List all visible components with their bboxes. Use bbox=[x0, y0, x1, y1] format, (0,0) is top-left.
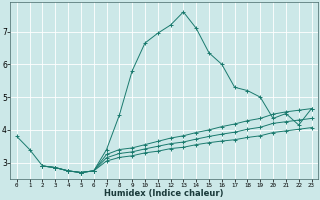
X-axis label: Humidex (Indice chaleur): Humidex (Indice chaleur) bbox=[104, 189, 224, 198]
